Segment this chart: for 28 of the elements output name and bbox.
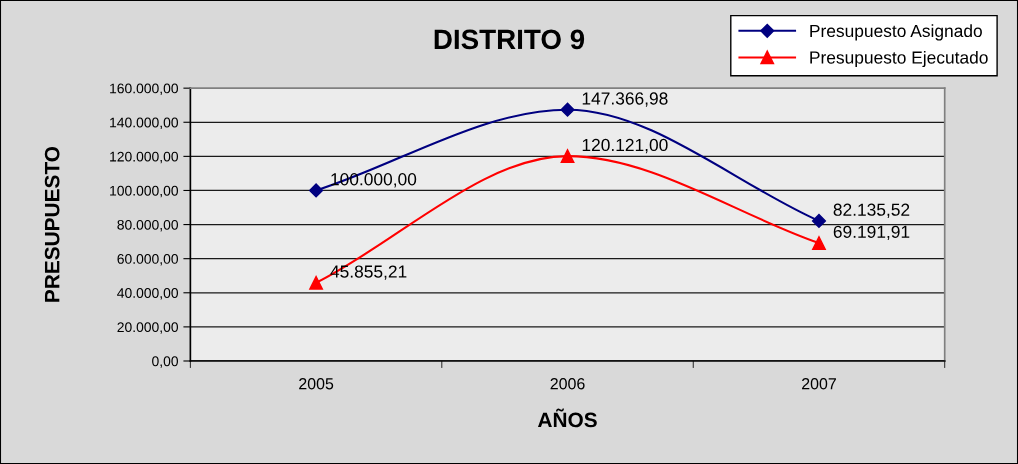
data-label: 120.121,00 xyxy=(582,138,668,154)
point xyxy=(811,213,827,229)
y-tick-label: 60.000,00 xyxy=(117,254,179,266)
point xyxy=(560,149,575,164)
legend-label: Presupuesto Ejecutado xyxy=(810,50,988,68)
point xyxy=(309,183,324,198)
y-tick-label: 140.000,00 xyxy=(110,117,179,130)
y-tick-label: 160.000,00 xyxy=(110,83,179,95)
y-tick-label: 20.000,00 xyxy=(117,322,179,334)
x-tick-label: 2007 xyxy=(802,378,836,390)
data-label: 45.855,21 xyxy=(330,265,407,280)
point xyxy=(560,102,575,117)
x-tick-label: 2006 xyxy=(550,378,585,390)
x-axis-title: AÑOS xyxy=(537,408,597,428)
x-tick-label: 2005 xyxy=(299,378,334,390)
y-axis-title: PRESUPUESTO xyxy=(44,146,60,302)
y-tick-label: 100.000,00 xyxy=(110,185,179,198)
y-tick-label: 0,00 xyxy=(152,356,179,368)
data-label: 69.191,91 xyxy=(833,225,910,240)
data-label: 82.135,52 xyxy=(833,203,910,218)
point xyxy=(812,236,826,250)
y-tick-label: 80.000,00 xyxy=(117,219,179,232)
y-tick-label: 120.000,00 xyxy=(110,151,179,164)
y-tick-label: 40.000,00 xyxy=(117,288,179,300)
legend-label: Presupuesto Asignado xyxy=(810,24,982,41)
chart-title: DISTRITO 9 xyxy=(434,29,585,50)
point xyxy=(309,275,324,290)
data-label: 147.366,98 xyxy=(582,92,668,107)
